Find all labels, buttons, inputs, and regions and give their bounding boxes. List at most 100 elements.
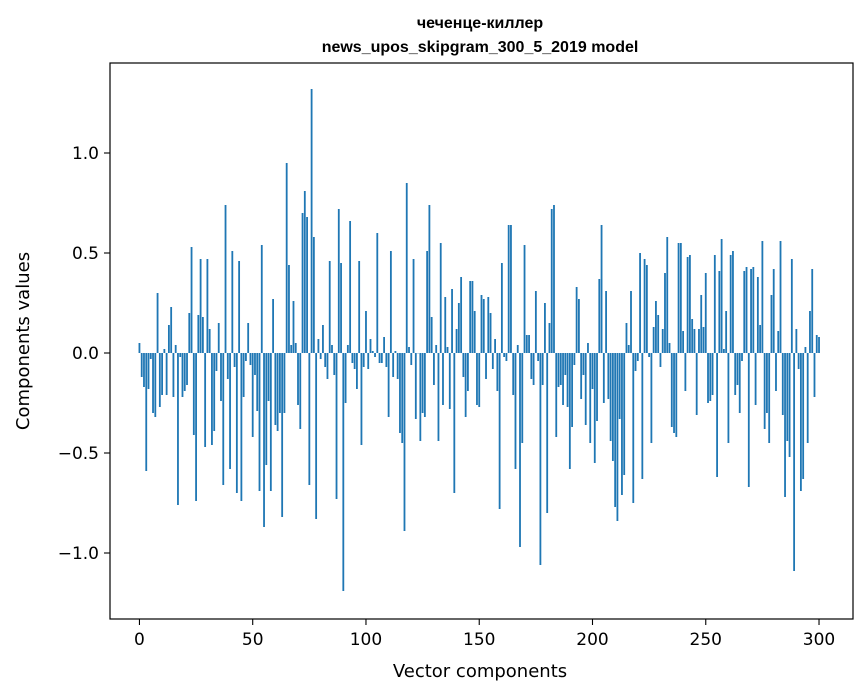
bar-268	[745, 267, 748, 353]
bar-234	[668, 343, 671, 353]
bar-93	[349, 221, 352, 353]
bar-80	[319, 353, 322, 359]
bar-125	[421, 353, 424, 413]
bar-210	[614, 353, 617, 507]
bar-258	[722, 349, 725, 353]
bar-75	[308, 353, 311, 485]
bar-250	[704, 273, 707, 353]
bar-179	[544, 303, 546, 353]
bar-97	[358, 261, 361, 353]
bar-73	[303, 191, 306, 353]
bar-38	[224, 205, 227, 353]
bar-27	[199, 259, 202, 353]
bar-166	[514, 353, 517, 469]
bar-147	[471, 281, 474, 353]
bar-102	[369, 339, 372, 353]
bar-160	[500, 263, 503, 353]
bar-273	[756, 277, 759, 353]
bar-32	[211, 353, 213, 445]
bar-99	[362, 353, 365, 367]
bar-290	[795, 329, 798, 353]
bar-225	[648, 353, 651, 357]
bar-172	[528, 335, 530, 353]
x-tick-label-250: 250	[690, 630, 722, 650]
y-tick-label-2: 0.0	[72, 344, 99, 364]
bar-196	[582, 353, 585, 375]
bar-107	[380, 353, 383, 363]
bar-142	[460, 277, 463, 353]
bar-232	[664, 273, 666, 353]
bar-299	[815, 335, 818, 353]
bar-200	[591, 353, 594, 389]
bar-53	[258, 353, 261, 491]
bar-168	[519, 353, 521, 547]
y-tick-label-0: −1.0	[58, 544, 99, 564]
bar-233	[666, 237, 669, 353]
bar-203	[598, 279, 601, 353]
bar-71	[299, 353, 302, 429]
bar-86	[333, 353, 336, 375]
bar-120	[410, 353, 413, 365]
y-axis-label: Components values	[13, 252, 34, 430]
bar-183	[553, 205, 555, 353]
bar-293	[802, 353, 805, 479]
bar-159	[498, 353, 501, 509]
bar-278	[768, 353, 771, 443]
bar-174	[532, 353, 535, 385]
bar-56	[265, 353, 268, 465]
bar-3	[145, 353, 148, 471]
chart-title-line-2: news_upos_skipgram_300_5_2019 model	[322, 39, 639, 56]
bar-269	[747, 353, 750, 487]
bar-10	[161, 353, 163, 395]
bar-228	[655, 301, 657, 353]
bar-34	[215, 353, 218, 371]
bar-211	[616, 353, 619, 521]
bar-22	[188, 313, 191, 353]
bar-245	[693, 329, 696, 353]
bar-96	[356, 353, 358, 389]
bar-281	[775, 353, 777, 391]
bar-61	[276, 353, 279, 431]
bar-65	[285, 163, 288, 353]
bar-224	[645, 265, 648, 353]
bar-192	[573, 353, 576, 365]
bar-69	[294, 343, 297, 353]
bar-9	[158, 353, 161, 407]
bar-271	[752, 267, 755, 353]
bar-91	[344, 353, 347, 403]
bar-121	[412, 259, 415, 353]
bar-15	[172, 353, 175, 397]
bar-54	[260, 245, 263, 353]
bar-44	[238, 261, 241, 353]
bar-182	[550, 209, 553, 353]
bar-163	[507, 225, 510, 353]
bar-55	[263, 353, 265, 527]
bar-62	[278, 353, 281, 413]
bar-111	[389, 251, 392, 353]
bar-229	[657, 315, 660, 353]
bar-173	[530, 353, 533, 379]
bar-58	[269, 353, 272, 491]
bar-83	[326, 353, 329, 379]
bar-223	[643, 259, 646, 353]
x-tick-label-0: 0	[134, 630, 145, 650]
bar-143	[462, 353, 465, 377]
bar-191	[571, 353, 574, 427]
bar-85	[331, 345, 333, 353]
bar-279	[770, 295, 773, 353]
bar-108	[383, 337, 385, 353]
bar-286	[786, 353, 789, 441]
bar-266	[741, 353, 743, 361]
bar-49	[249, 353, 252, 365]
bar-205	[602, 353, 605, 403]
bar-104	[374, 353, 376, 357]
bar-29	[204, 353, 207, 447]
y-tick-label-3: 0.5	[72, 244, 99, 264]
bar-17	[177, 353, 179, 505]
bar-146	[469, 281, 472, 353]
bar-116	[401, 353, 404, 443]
bar-237	[675, 353, 678, 437]
bar-134	[442, 353, 444, 405]
bar-130	[433, 353, 435, 385]
bar-295	[806, 353, 809, 443]
